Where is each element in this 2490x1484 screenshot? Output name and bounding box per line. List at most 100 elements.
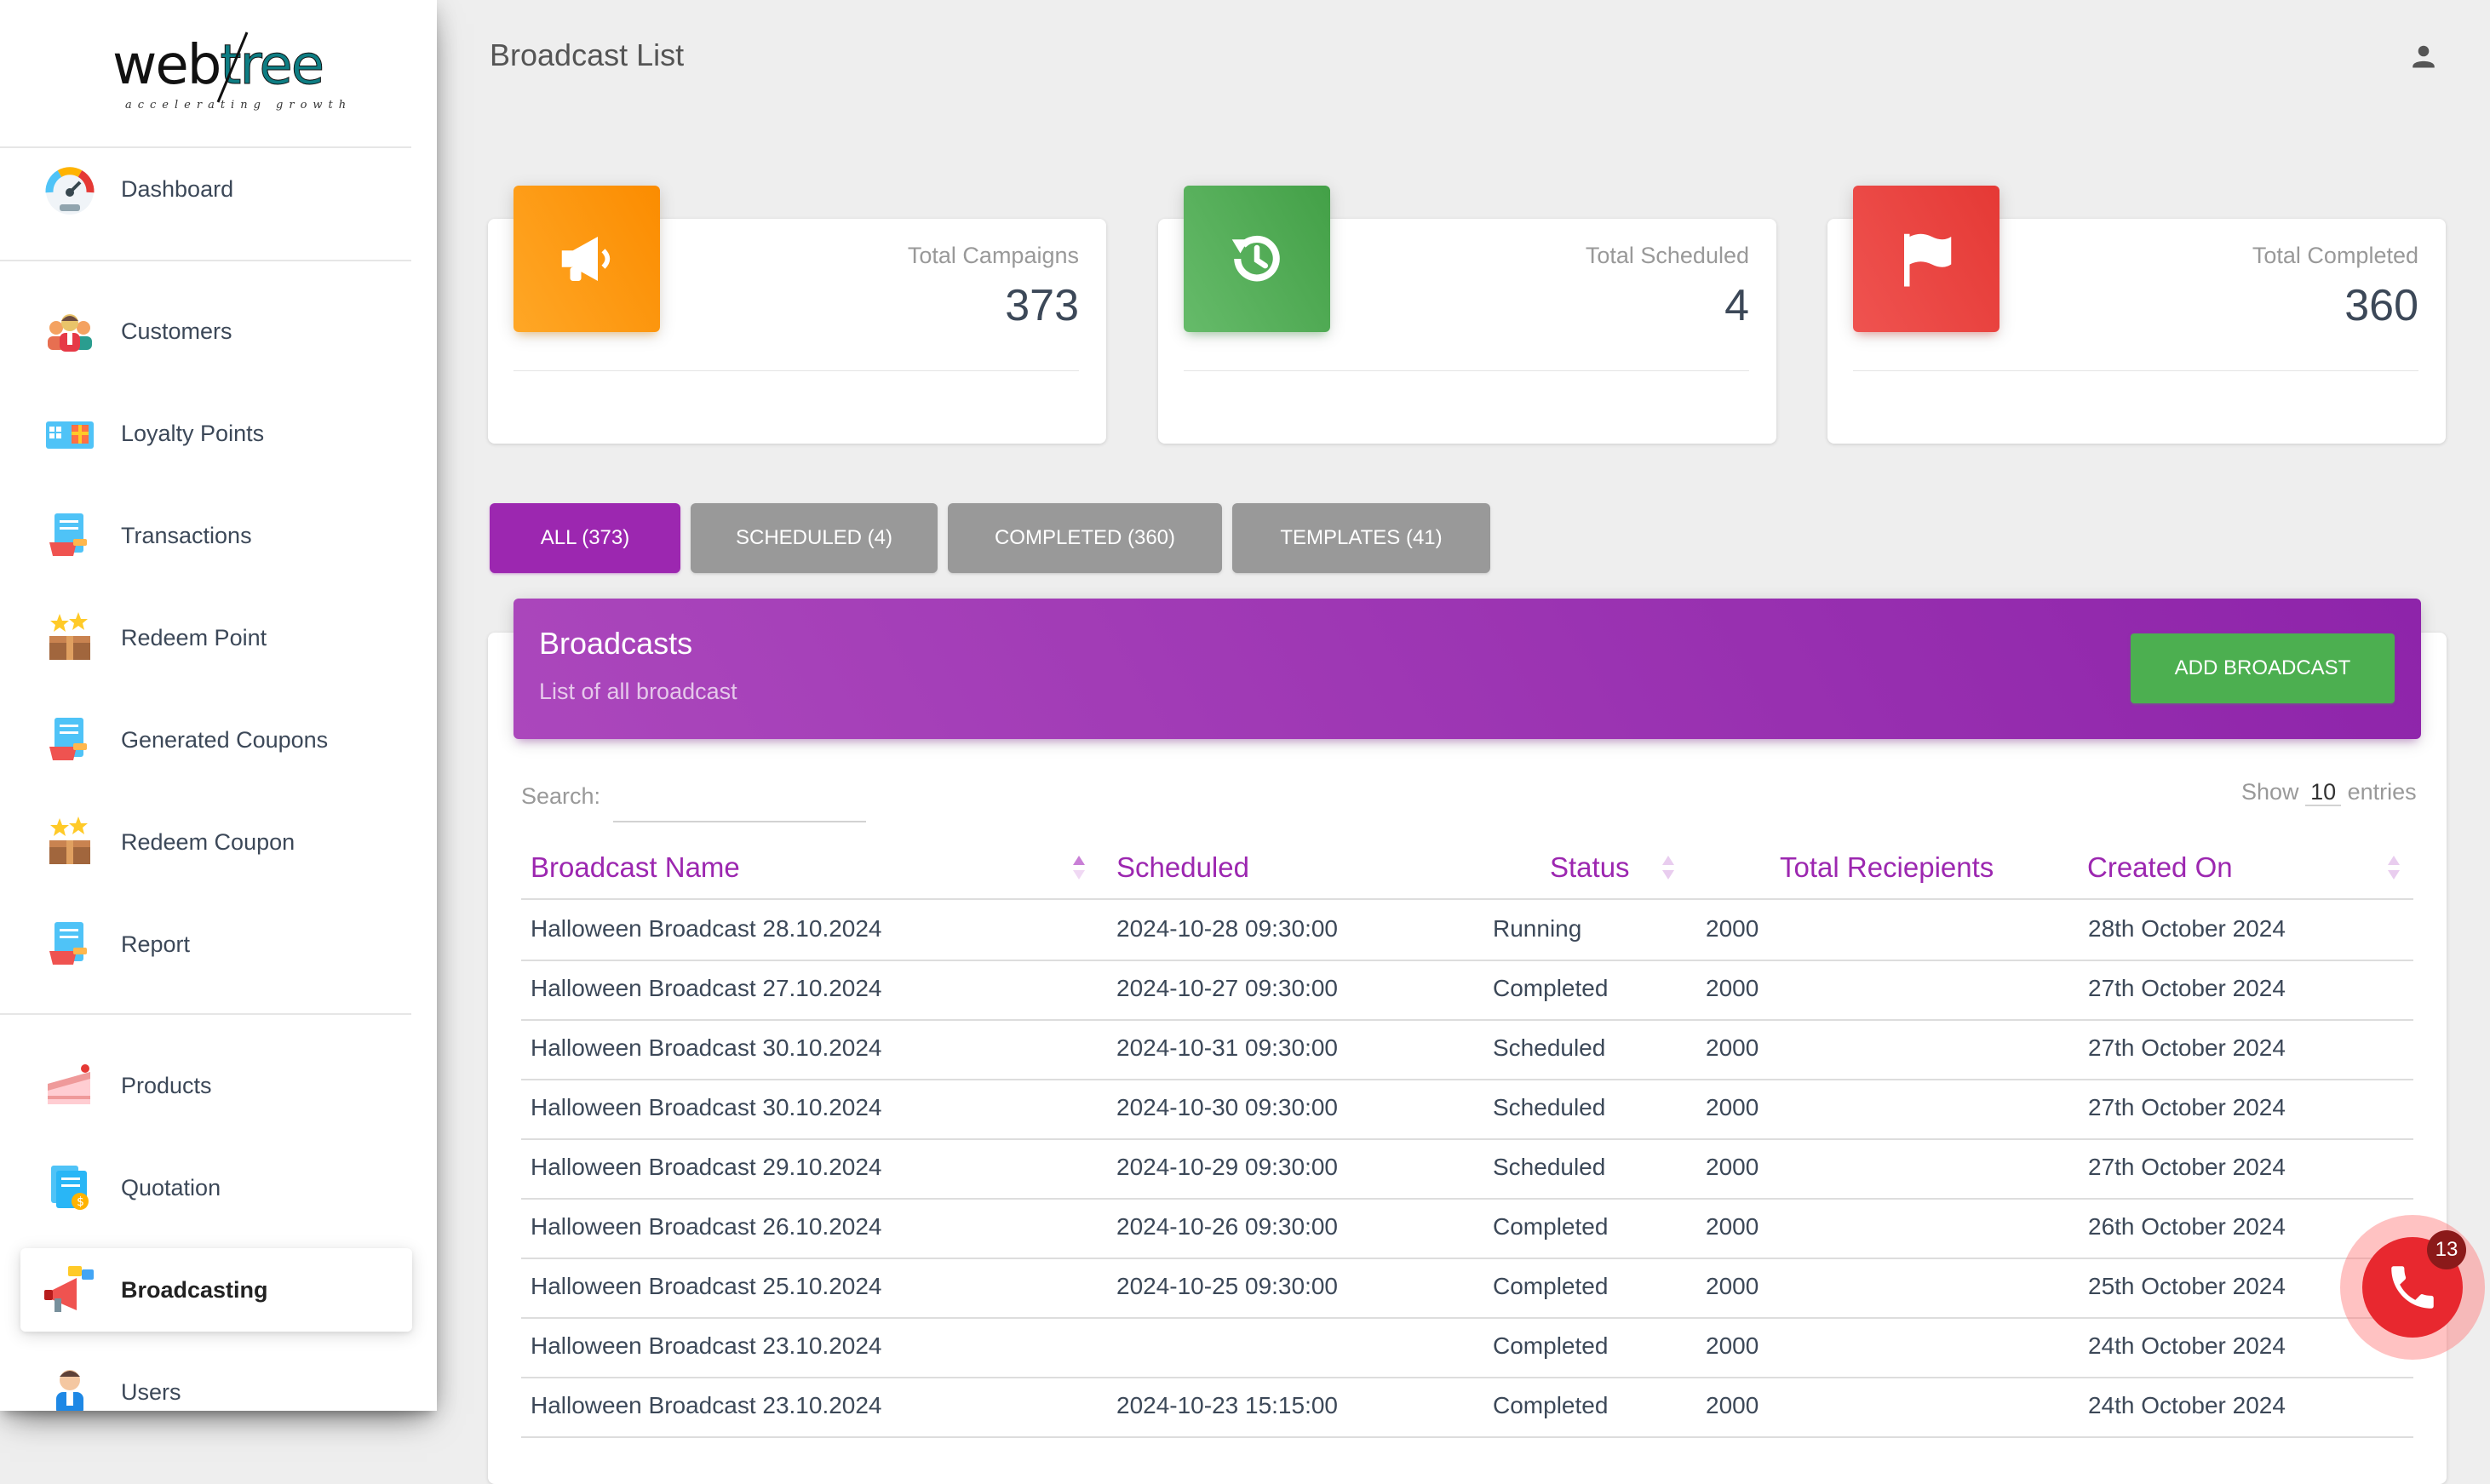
- stat-divider: [1184, 370, 1749, 371]
- table-row[interactable]: Halloween Broadcast 25.10.2024 2024-10-2…: [521, 1258, 2413, 1319]
- cell-scheduled: 2024-10-25 09:30:00: [1116, 1273, 1338, 1299]
- column-header-created-on[interactable]: Created On: [2087, 851, 2233, 883]
- column-header-total-recipients[interactable]: Total Reciepients: [1780, 851, 1994, 883]
- tab-all[interactable]: ALL (373): [490, 503, 680, 573]
- logo-slash-mark: [216, 32, 249, 103]
- cell-status: Scheduled: [1493, 1094, 1606, 1120]
- cell-broadcast-name: Halloween Broadcast 25.10.2024: [531, 1273, 882, 1299]
- entries-length-control: Show 10 entries: [2241, 779, 2417, 806]
- logo-wordmark: webtree: [112, 34, 325, 98]
- user-person-icon: [56, 1370, 83, 1411]
- sidebar-item-dashboard[interactable]: Dashboard: [20, 147, 412, 231]
- table-row[interactable]: Halloween Broadcast 30.10.2024 2024-10-3…: [521, 1019, 2413, 1080]
- card-title: Broadcasts: [539, 626, 693, 661]
- cell-status: Completed: [1493, 1332, 1609, 1359]
- stat-icon-box: [1853, 186, 1999, 332]
- column-header-broadcast-name[interactable]: Broadcast Name: [531, 851, 740, 883]
- sidebar-item-broadcasting[interactable]: Broadcasting: [20, 1248, 412, 1332]
- card-subtitle: List of all broadcast: [539, 679, 737, 704]
- cell-scheduled: 2024-10-23 15:15:00: [1116, 1392, 1338, 1418]
- stat-label: Total Scheduled: [1585, 243, 1749, 268]
- person-icon[interactable]: [2408, 41, 2439, 72]
- cell-created-on: 26th October 2024: [2088, 1213, 2286, 1240]
- stat-value: 360: [2344, 281, 2418, 330]
- tab-scheduled[interactable]: SCHEDULED (4): [691, 503, 938, 573]
- sidebar-item-label: Report: [121, 931, 191, 957]
- megaphone-icon: [561, 237, 611, 281]
- flag-icon: [1904, 233, 1952, 287]
- column-header-scheduled[interactable]: Scheduled: [1116, 851, 1249, 883]
- cell-scheduled: 2024-10-31 09:30:00: [1116, 1034, 1338, 1061]
- cell-scheduled: 2024-10-28 09:30:00: [1116, 915, 1338, 942]
- cell-created-on: 27th October 2024: [2088, 1094, 2286, 1120]
- sidebar-item-redeem-point[interactable]: Redeem Point: [20, 596, 412, 679]
- cell-broadcast-name: Halloween Broadcast 23.10.2024: [531, 1332, 882, 1359]
- sidebar-item-redeem-coupon[interactable]: Redeem Coupon: [20, 800, 412, 884]
- sidebar-item-label: Broadcasting: [121, 1276, 268, 1303]
- cell-status: Running: [1493, 915, 1582, 942]
- stat-divider: [1853, 370, 2418, 371]
- sidebar-item-products[interactable]: Products: [20, 1044, 412, 1127]
- search-label: Search:: [521, 783, 601, 809]
- sidebar-divider: [0, 1013, 411, 1015]
- table-row[interactable]: Halloween Broadcast 28.10.2024 2024-10-2…: [521, 900, 2413, 961]
- sidebar-item-label: Redeem Coupon: [121, 828, 295, 855]
- sort-ascending-icon[interactable]: [1071, 853, 1087, 882]
- sidebar-item-customers[interactable]: Customers: [20, 289, 412, 373]
- cell-created-on: 25th October 2024: [2088, 1273, 2286, 1299]
- column-header-status[interactable]: Status: [1550, 851, 1630, 883]
- quotation-document-icon: $: [51, 1166, 89, 1210]
- cell-total-recipients: 2000: [1706, 1332, 1759, 1359]
- cell-total-recipients: 2000: [1706, 1154, 1759, 1180]
- sidebar-item-loyalty-points[interactable]: Loyalty Points: [20, 392, 412, 475]
- stat-icon-box: [513, 186, 660, 332]
- box-stars-icon: [49, 612, 90, 660]
- tab-templates[interactable]: TEMPLATES (41): [1232, 503, 1490, 573]
- sort-icon[interactable]: [2386, 853, 2401, 882]
- sidebar-item-label: Customers: [121, 318, 232, 344]
- sidebar-item-transactions[interactable]: Transactions: [20, 494, 412, 577]
- cell-status: Completed: [1493, 1213, 1609, 1240]
- cell-broadcast-name: Halloween Broadcast 26.10.2024: [531, 1213, 882, 1240]
- stat-label: Total Completed: [2252, 243, 2418, 268]
- cell-broadcast-name: Halloween Broadcast 29.10.2024: [531, 1154, 882, 1180]
- table-row[interactable]: Halloween Broadcast 23.10.2024 2024-10-2…: [521, 1377, 2413, 1438]
- stat-card-total-scheduled: Total Scheduled 4: [1158, 186, 1776, 444]
- cell-broadcast-name: Halloween Broadcast 28.10.2024: [531, 915, 882, 942]
- sidebar: webtree accelerating growth Dashboard Cu…: [0, 0, 437, 1411]
- stat-icon-box: [1184, 186, 1330, 332]
- gift-card-icon: [46, 421, 94, 449]
- table-row[interactable]: Halloween Broadcast 23.10.2024 Completed…: [521, 1317, 2413, 1378]
- card-header: Broadcasts List of all broadcast ADD BRO…: [513, 599, 2421, 739]
- add-broadcast-button[interactable]: ADD BROADCAST: [2131, 633, 2395, 703]
- stat-label: Total Campaigns: [907, 243, 1079, 268]
- table-row[interactable]: Halloween Broadcast 30.10.2024 2024-10-3…: [521, 1079, 2413, 1140]
- sidebar-divider: [0, 146, 411, 148]
- call-widget-button[interactable]: 13: [2340, 1215, 2485, 1360]
- customers-group-icon: [48, 314, 92, 352]
- cell-broadcast-name: Halloween Broadcast 27.10.2024: [531, 975, 882, 1001]
- tab-completed[interactable]: COMPLETED (360): [948, 503, 1222, 573]
- megaphone-icon: [44, 1266, 94, 1312]
- logo[interactable]: webtree accelerating growth: [0, 0, 437, 146]
- sidebar-item-generated-coupons[interactable]: Generated Coupons: [20, 698, 412, 782]
- speedometer-icon: [45, 167, 95, 215]
- cell-status: Scheduled: [1493, 1154, 1606, 1180]
- cell-broadcast-name: Halloween Broadcast 30.10.2024: [531, 1094, 882, 1120]
- sidebar-item-users[interactable]: Users: [20, 1350, 412, 1411]
- sort-icon[interactable]: [1661, 853, 1676, 882]
- sidebar-item-quotation[interactable]: $ Quotation: [20, 1146, 412, 1229]
- cell-created-on: 27th October 2024: [2088, 1154, 2286, 1180]
- cell-broadcast-name: Halloween Broadcast 30.10.2024: [531, 1034, 882, 1061]
- table-row[interactable]: Halloween Broadcast 29.10.2024 2024-10-2…: [521, 1138, 2413, 1200]
- sidebar-item-label: Generated Coupons: [121, 726, 329, 753]
- table-row[interactable]: Halloween Broadcast 27.10.2024 2024-10-2…: [521, 960, 2413, 1021]
- entries-select[interactable]: 10: [2305, 779, 2342, 806]
- cell-created-on: 24th October 2024: [2088, 1392, 2286, 1418]
- cell-total-recipients: 2000: [1706, 1273, 1759, 1299]
- search-input[interactable]: [613, 775, 866, 822]
- sidebar-item-report[interactable]: Report: [20, 902, 412, 986]
- cell-status: Completed: [1493, 975, 1609, 1001]
- cell-total-recipients: 2000: [1706, 1034, 1759, 1061]
- table-row[interactable]: Halloween Broadcast 26.10.2024 2024-10-2…: [521, 1198, 2413, 1259]
